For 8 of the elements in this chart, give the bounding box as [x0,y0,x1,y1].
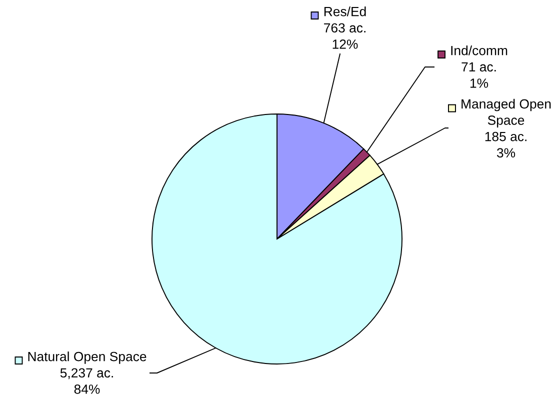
legend-label: Managed Open Space [462,98,551,128]
data-label: 5,237 ac. 84% [60,368,113,394]
data-label: 71 ac. 1% [462,62,496,88]
data-label: 763 ac. 12% [324,23,366,49]
legend-label: Res/Ed [324,6,366,16]
legend-label: Natural Open Space [28,352,146,364]
legend-label: Ind/comm [451,46,508,56]
data-label: 185 ac. 3% [485,132,526,158]
